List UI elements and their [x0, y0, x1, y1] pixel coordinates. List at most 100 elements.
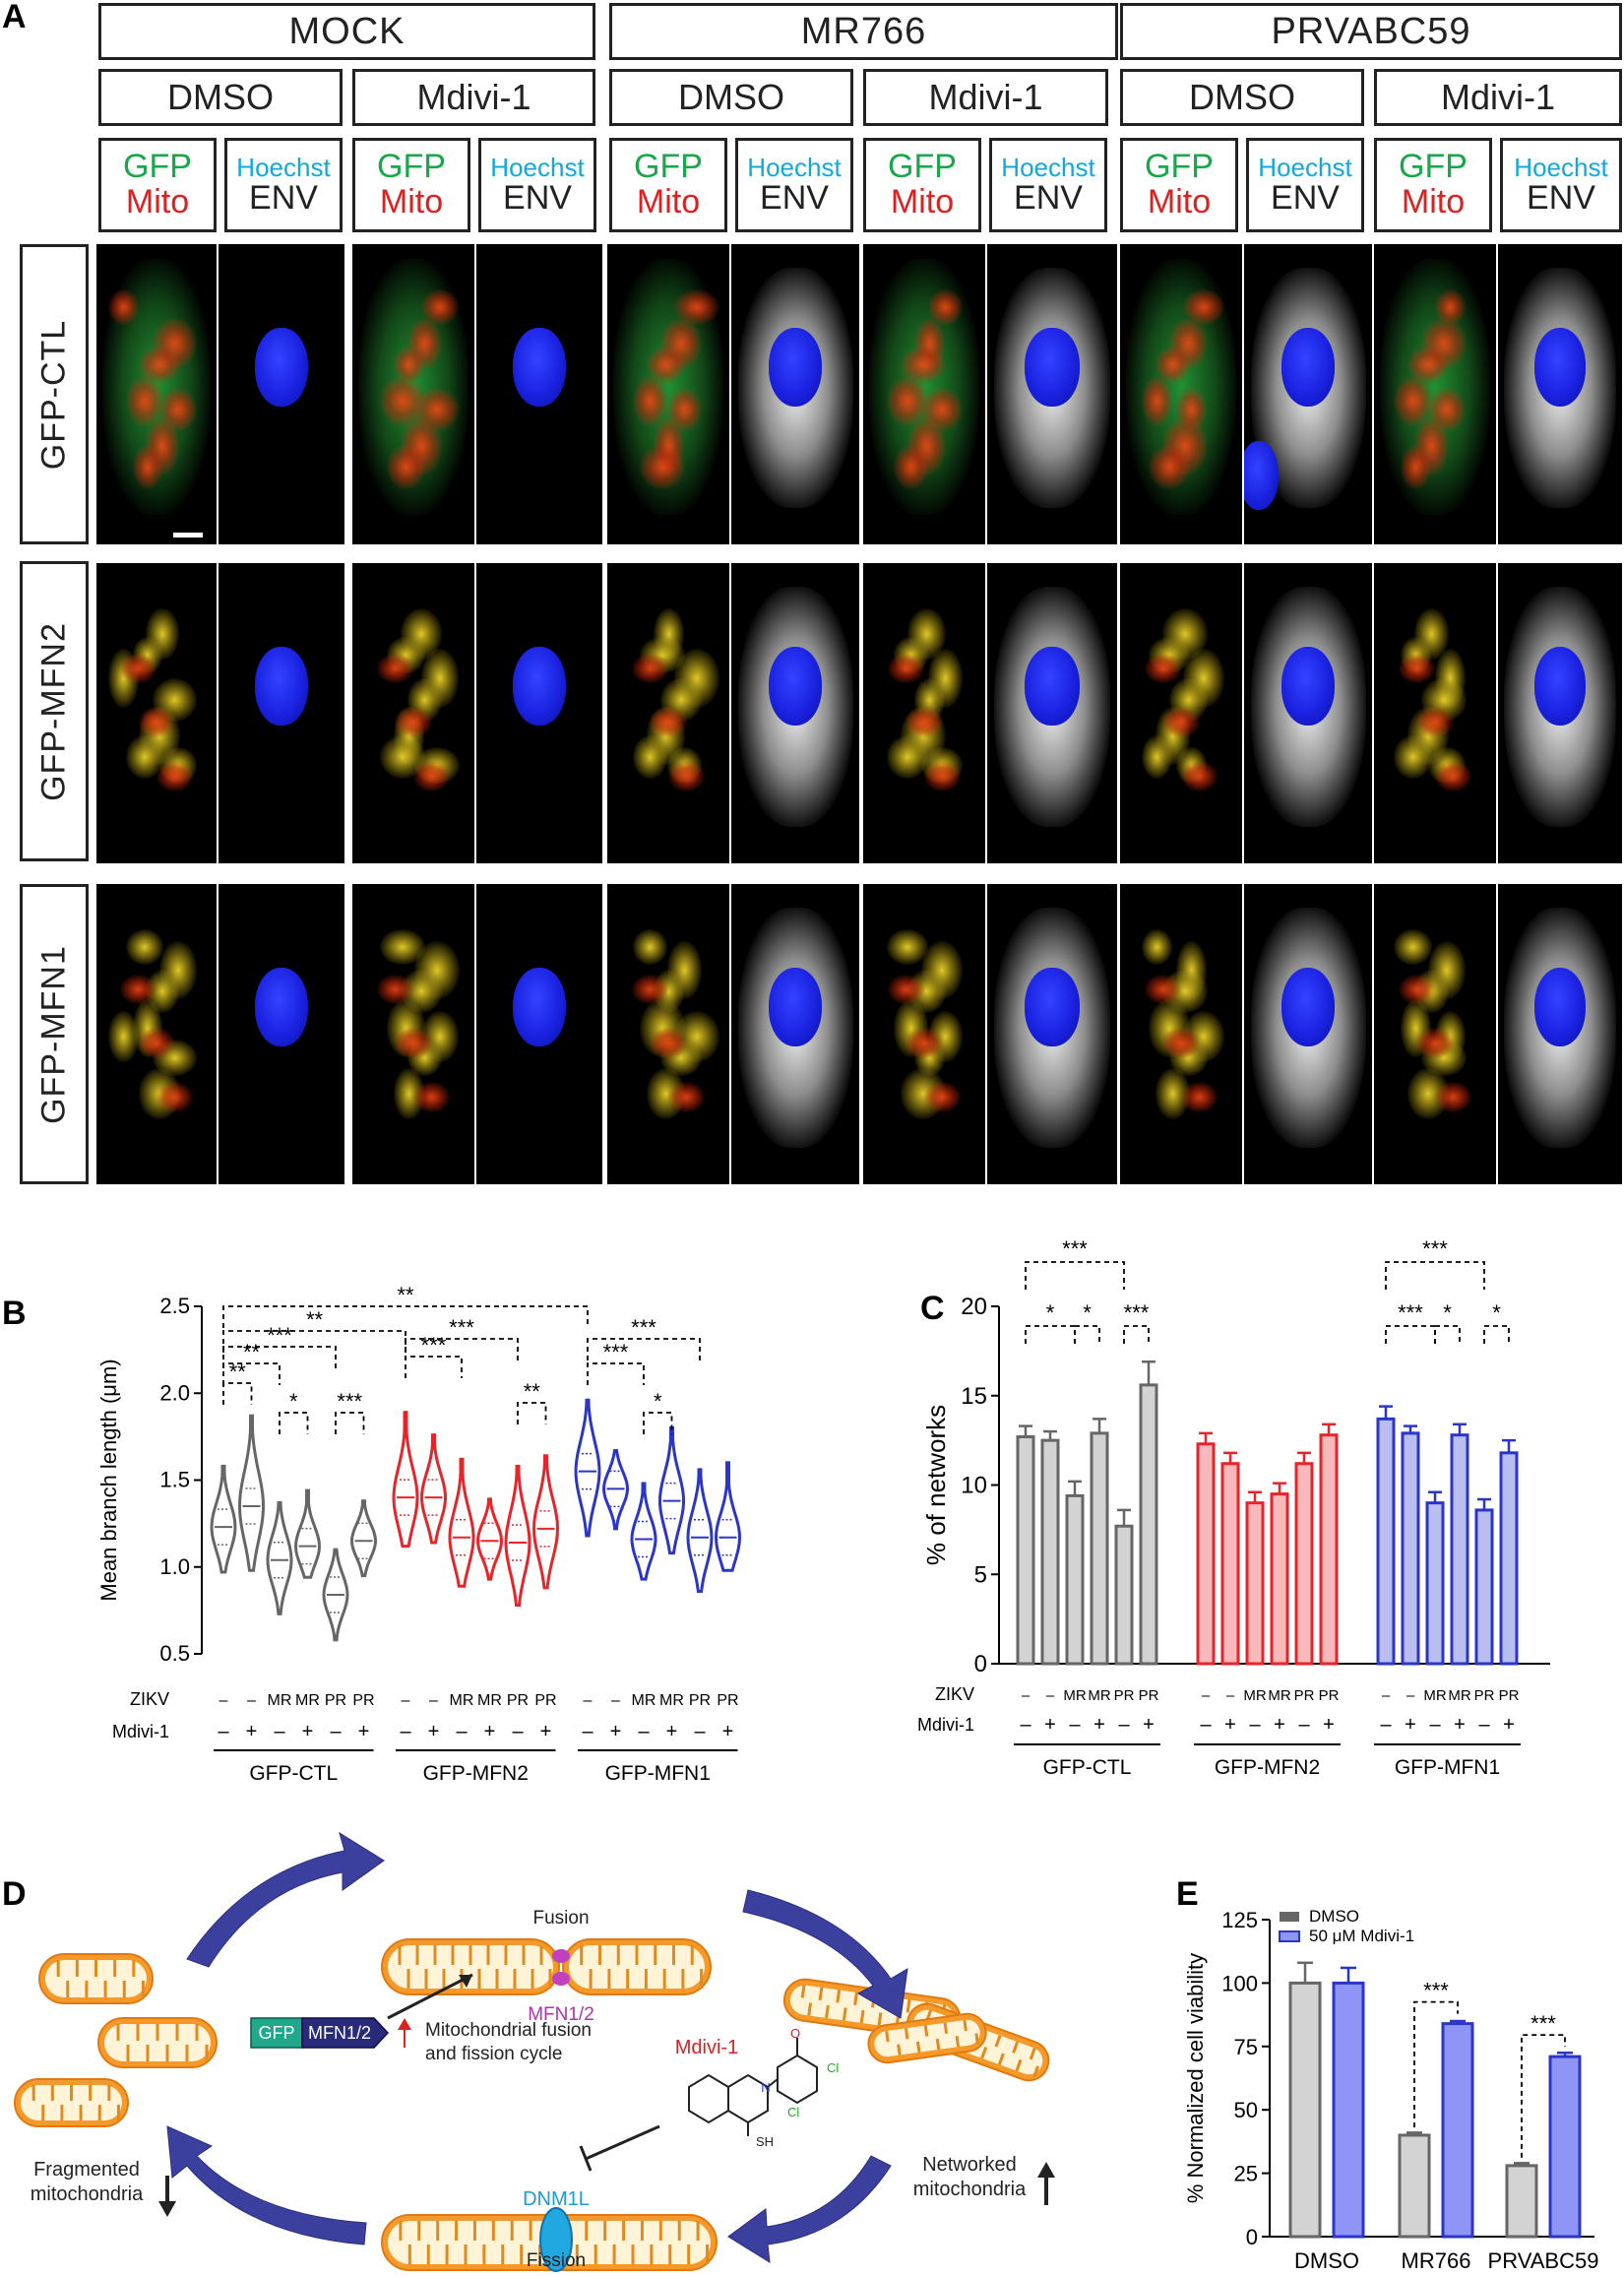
sig-bracket	[222, 1362, 281, 1385]
micrograph-hoechst-env	[1498, 563, 1622, 863]
mdivi-label: –	[218, 1721, 229, 1742]
violin-17	[714, 1461, 742, 1572]
zikv-label: –	[1202, 1687, 1211, 1704]
bar-15	[1450, 1433, 1469, 1666]
micrograph-hoechst-env	[219, 244, 344, 544]
y-tick-label: 5	[974, 1561, 987, 1588]
channel-header-hoechst-env: Hoechst ENV	[735, 138, 853, 232]
arrow-fragment-to-fusion	[186, 1831, 385, 1968]
mdivi-label: –	[582, 1721, 593, 1742]
zikv-label: PR	[1139, 1687, 1159, 1704]
label-hoechst: Hoechst	[1514, 152, 1608, 182]
mito-inner	[21, 2085, 122, 2120]
y-axis-title: % Normalized cell viability	[1183, 1953, 1208, 2203]
micrograph-hoechst-env	[1498, 884, 1622, 1184]
row-label-gfp-ctl: GFP-CTL	[20, 244, 89, 544]
bar-0-1	[1398, 2133, 1431, 2239]
y-tick-label: 50	[1234, 2098, 1258, 2122]
bar-1-1	[1441, 2022, 1474, 2239]
zikv-label: MR	[1088, 1687, 1110, 1704]
header-mock: MOCK	[98, 3, 595, 60]
label-fragmented-1: Fragmented	[33, 2159, 140, 2181]
mdivi-label: +	[1224, 1714, 1236, 1736]
sig-label: *	[289, 1389, 298, 1414]
x-category-label: PRVABC59	[1488, 2248, 1599, 2273]
sig-bracket	[587, 1338, 701, 1360]
y-tick-label: 100	[1221, 1971, 1258, 1995]
inhibition-line	[585, 2124, 660, 2161]
panel-e-letter: E	[1176, 1875, 1199, 1913]
header-mr766-mdivi: Mdivi-1	[863, 69, 1108, 126]
micrograph-hoechst-env	[731, 244, 859, 544]
mdivi-label: –	[330, 1721, 342, 1742]
zikv-label: –	[429, 1692, 438, 1709]
legend-swatch-mdivi	[1279, 1930, 1300, 1942]
mdivi-label: +	[1454, 1714, 1466, 1736]
construct-arrow-head	[459, 1975, 472, 1988]
mdivi-label: +	[1323, 1714, 1335, 1736]
micrograph-gfp-mito	[1374, 244, 1496, 544]
channel-header-gfp-mito: GFP Mito	[98, 138, 217, 232]
bar-1-2	[1548, 2055, 1582, 2239]
sig-bracket	[1123, 1325, 1150, 1344]
mdivi-label: –	[1429, 1714, 1441, 1736]
mdivi-label: +	[246, 1721, 258, 1742]
mito-cristae	[56, 1960, 145, 1997]
y-tick-label: 125	[1221, 1908, 1258, 1932]
sig-bracket	[1025, 1261, 1125, 1290]
sig-bracket	[222, 1382, 253, 1405]
atom-cl: Cl	[787, 2105, 799, 2119]
mdivi-label: –	[1200, 1714, 1212, 1736]
bar-1-0	[1332, 1981, 1365, 2239]
channel-header-hoechst-env: Hoechst ENV	[989, 138, 1107, 232]
mdivi-label: +	[540, 1721, 552, 1742]
micrograph-hoechst-env	[731, 884, 859, 1184]
zikv-label: –	[584, 1692, 593, 1709]
violin-0	[210, 1464, 237, 1574]
zikv-label: PR	[1294, 1687, 1315, 1704]
zikv-label: MR	[1448, 1687, 1470, 1704]
micrograph-gfp-mito	[352, 244, 474, 544]
micrograph-hoechst-env	[731, 563, 859, 863]
mdivi-label: +	[1044, 1714, 1056, 1736]
zikv-label: –	[219, 1692, 228, 1709]
bar-7	[1220, 1462, 1240, 1666]
bar-9	[1270, 1492, 1289, 1666]
header-mock-dmso: DMSO	[98, 69, 343, 126]
channel-header-gfp-mito: GFP Mito	[609, 138, 727, 232]
micrograph-gfp-mito	[352, 563, 474, 863]
violin-10	[504, 1464, 531, 1608]
y-tick-label: 75	[1234, 2035, 1258, 2059]
sig-bracket	[222, 1346, 337, 1368]
sig-label: ***	[631, 1315, 656, 1340]
atom-sh: SH	[756, 2134, 774, 2149]
label-gfp: GFP	[888, 148, 957, 186]
channel-header-gfp-mito: GFP Mito	[863, 138, 981, 232]
channel-header-hoechst-env: Hoechst ENV	[1500, 138, 1622, 232]
mito-fragment-1	[38, 1953, 154, 2004]
arrow-network-to-fission	[727, 2155, 892, 2263]
bar-14	[1425, 1501, 1445, 1666]
bar-8	[1245, 1501, 1265, 1666]
sig-bracket	[1074, 1325, 1100, 1344]
label-mito: Mito	[636, 183, 701, 221]
zikv-label: –	[1382, 1687, 1391, 1704]
construct-arrow	[387, 1973, 473, 2020]
label-mito: Mito	[1401, 183, 1466, 221]
bar-6	[1196, 1442, 1216, 1666]
label-hoechst: Hoechst	[747, 152, 842, 182]
bar-0-0	[1288, 1981, 1322, 2239]
row-label-gfp-mfn1: GFP-MFN1	[20, 884, 89, 1184]
mdivi-label: +	[1143, 1714, 1155, 1736]
zikv-label: PR	[534, 1692, 556, 1709]
label-gfp: GFP	[1399, 148, 1468, 186]
header-prvabc59-mdivi: Mdivi-1	[1374, 69, 1622, 126]
mdivi-label: +	[302, 1721, 314, 1742]
micrograph-gfp-mito	[863, 244, 985, 544]
mito-inner	[104, 2024, 211, 2061]
micrograph-hoechst-env	[476, 244, 602, 544]
mdivi-row-label: Mdivi-1	[917, 1715, 974, 1735]
label-cycle-1: Mitochondrial fusion	[425, 2020, 592, 2041]
label-hoechst: Hoechst	[490, 152, 585, 182]
mdivi-label: +	[358, 1721, 370, 1742]
